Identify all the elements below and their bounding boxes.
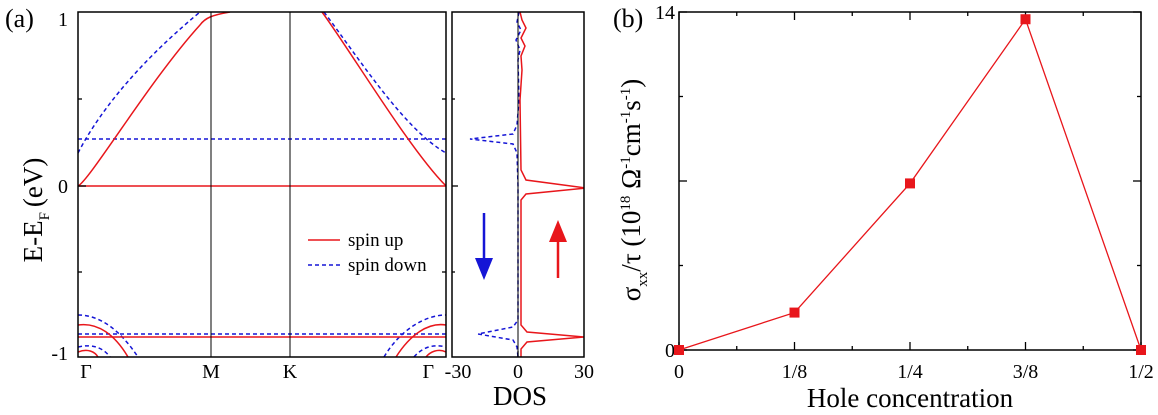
panel-b-ytick-label: 0 [665, 340, 675, 362]
panel-a-ylabel-unit: (eV) [18, 158, 48, 207]
panel-a-ytick-1: 1 [58, 9, 68, 31]
panel-b-ylabel-tau: /τ (10 [616, 211, 646, 272]
panel-a-label: (a) [5, 4, 34, 33]
panel-b-ylabel-m1c: -1 [618, 88, 634, 101]
conductivity-markers [674, 14, 1146, 355]
legend-label-spin-up: spin up [348, 230, 403, 251]
svg-text:E-EF(eV): E-EF (eV) [18, 158, 53, 263]
band-spin-down-lower-right2 [413, 345, 446, 357]
panel-b-ylabel: σxx/τ (1018 Ω-1cm-1s-1) [616, 79, 651, 302]
panel-b-ylabel-m1a: -1 [618, 156, 634, 169]
panel-a-ytick-minus1: -1 [51, 343, 68, 365]
panel-b-xtick-label: 1/8 [782, 361, 808, 383]
band-spin-down-upper-left [78, 12, 201, 154]
panel-b-ylabel-sub: xx [635, 271, 651, 287]
panel-b-ytick-label: 14 [655, 2, 675, 24]
panel-b-ylabel-sigma: σ [616, 286, 646, 301]
dos-spin-up-curve [519, 12, 584, 357]
conductivity-point [1020, 14, 1031, 25]
panel-a-klabel-m: M [202, 361, 220, 383]
panel-a-klabel-k: K [283, 361, 298, 383]
panel-b-xtick-label: 1/2 [1128, 361, 1154, 383]
panel-a-klabel-gamma1: Γ [80, 361, 92, 383]
panel-a-ylabel: E-EF (eV) [18, 158, 53, 263]
legend: spin up spin down [308, 230, 427, 276]
panel-b-ylabel-s: s [616, 100, 646, 111]
svg-text:σxx/τ (1018 Ω-1cm-1s-1): σxx/τ (1018 Ω-1cm-1s-1) [616, 79, 651, 302]
panel-b-label: (b) [613, 4, 643, 33]
panel-a-klabel-gamma2: Γ [422, 361, 434, 383]
dos-xtick-minus30: -30 [445, 361, 472, 383]
panel-a-frame [77, 11, 447, 358]
band-spin-up-lower-left2 [78, 349, 99, 357]
panel-b-xtick-label: 3/8 [1013, 361, 1039, 383]
dos-xtick-0: 0 [513, 361, 523, 383]
dos-ticks [452, 98, 519, 357]
conductivity-point [1136, 345, 1146, 355]
legend-label-spin-down: spin down [348, 255, 427, 276]
dos-xlabel: DOS [493, 381, 547, 411]
panel-b-ylabel-omega: Ω [616, 169, 646, 196]
band-spin-up-lower-right [395, 323, 446, 357]
panel-a-ylabel-main: E-E [18, 220, 48, 262]
spin-up-arrow [549, 220, 567, 278]
panel-a-yticks [78, 98, 446, 273]
band-spin-down-upper-right [323, 12, 446, 154]
conductivity-point [905, 178, 915, 189]
panel-b-xtick-label: 0 [674, 361, 684, 383]
band-spin-down-lower-left2 [78, 345, 111, 357]
dos-xtick-30: 30 [574, 361, 594, 383]
panel-b-ylabel-exp: 18 [618, 196, 634, 211]
panel-b-ticklabels: 0 1/8 1/4 3/8 1/2 0 14 [655, 2, 1154, 383]
dos-spin-down-curve [469, 12, 522, 357]
panel-a-ylabel-sub: F [37, 212, 53, 220]
band-spin-up-lower-right2 [425, 349, 446, 357]
panel-b-ylabel-m1b: -1 [618, 111, 634, 124]
band-spin-down-lower-right [383, 314, 446, 357]
panel-b-ylabel-close: ) [616, 79, 646, 88]
panel-a-ytick-0: 0 [58, 176, 68, 198]
panel-b-ylabel-cm: cm [616, 123, 646, 156]
band-spin-up-upper-right [321, 12, 446, 187]
conductivity-point [789, 307, 800, 318]
panel-b-xtick-label: 1/4 [897, 361, 923, 383]
band-spin-up-upper-left [78, 12, 231, 187]
conductivity-point [674, 345, 684, 355]
panel-b-xlabel: Hole concentration [807, 383, 1014, 413]
spin-down-arrow [475, 213, 493, 280]
band-spin-up-lower-left [78, 323, 129, 357]
